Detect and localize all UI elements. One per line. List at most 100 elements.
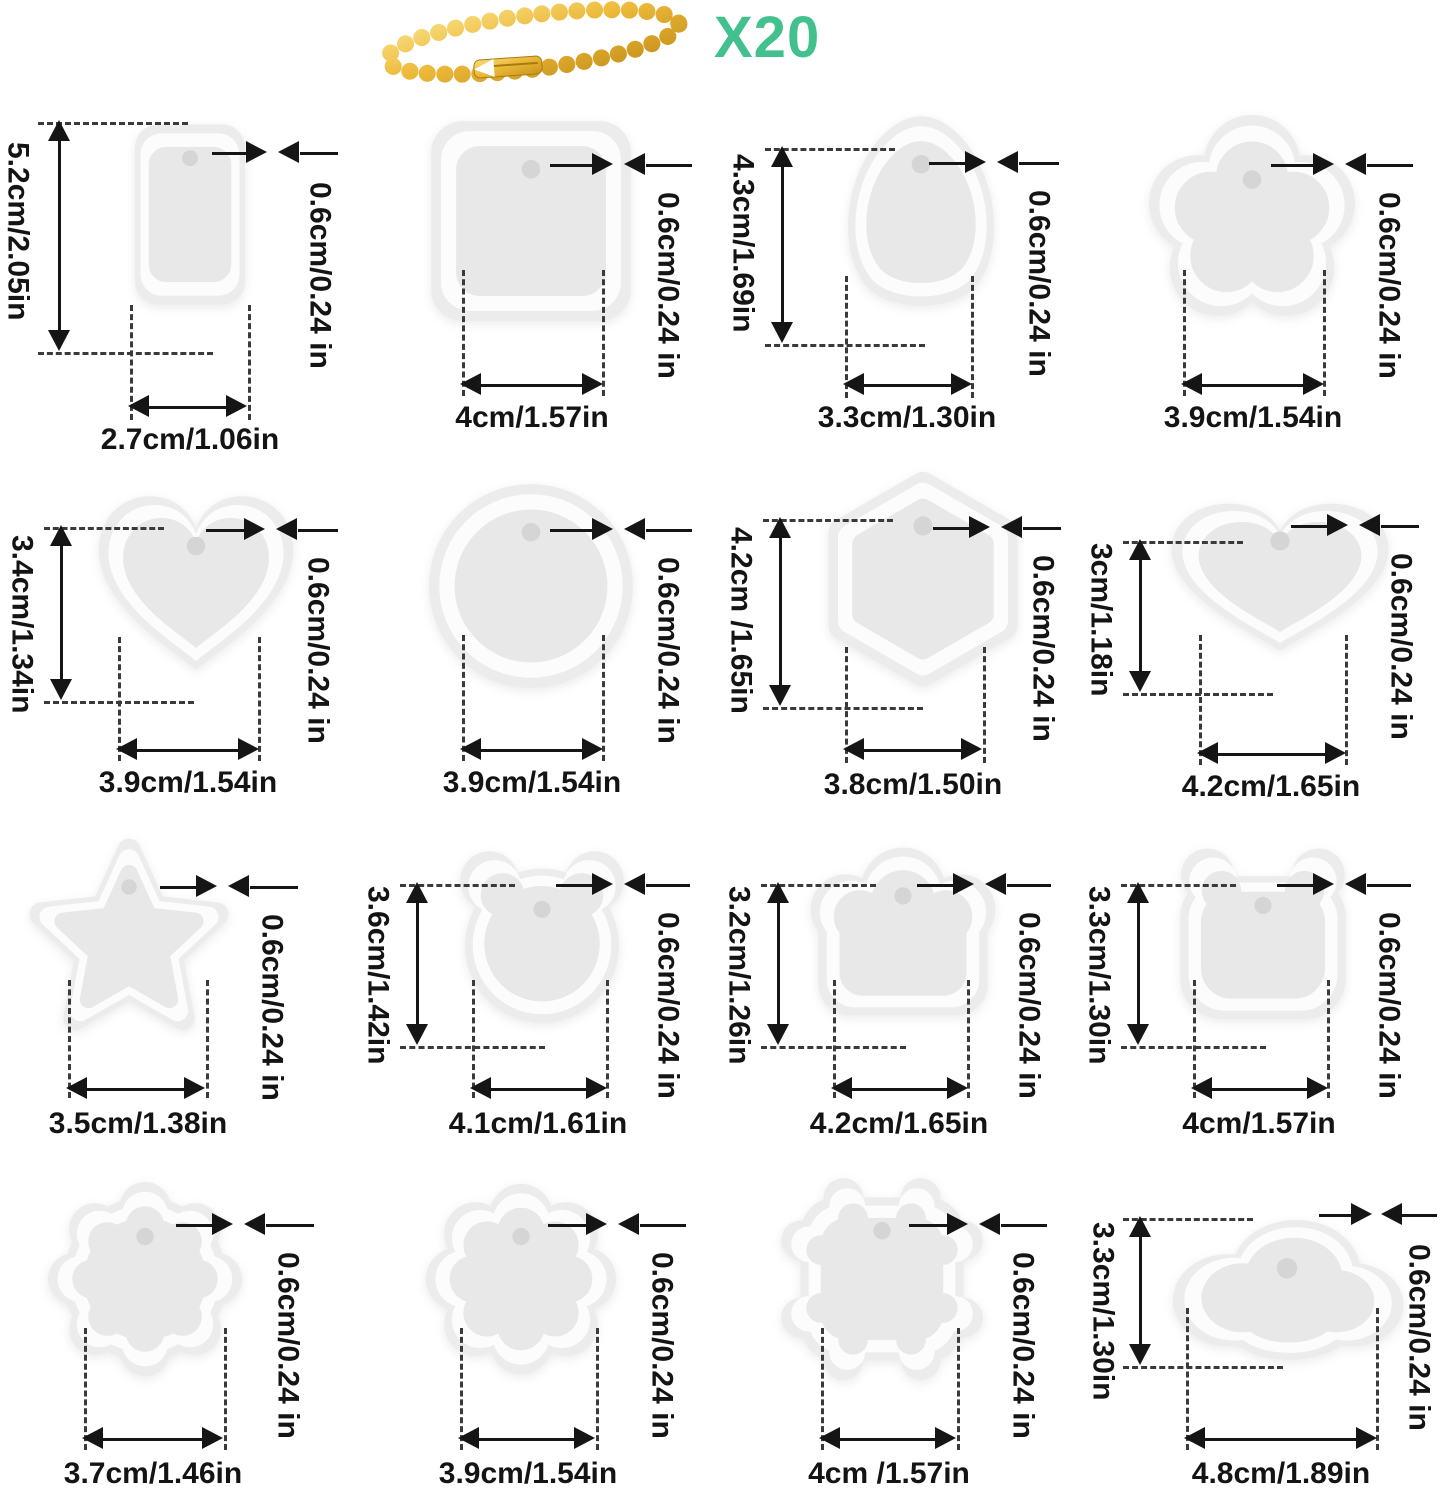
depth-arrowhead-right [1327,514,1348,536]
width-extension-line [472,980,475,1098]
width-arrow-line [478,1438,576,1441]
depth-arrowhead-right [592,518,613,540]
mold-cell-wavy-circle: 0.6cm/0.24 in 3.7cm/1.46in [0,1158,360,1500]
width-arrowhead-left [1197,742,1218,764]
depth-arrow-line [1007,884,1051,887]
wavy-square-mold-shape [781,1178,983,1380]
depth-arrow-line [1401,1214,1437,1217]
width-extension-line [130,305,133,420]
depth-arrowhead-right [592,153,613,175]
width-extension-line [460,1328,463,1450]
depth-arrow-line [909,1224,949,1227]
depth-arrowhead-left [618,1213,639,1235]
width-arrowhead-right [1307,1077,1328,1099]
depth-arrowhead-left [244,1213,265,1235]
width-arrowhead-left [1191,1077,1212,1099]
height-label: 3.3cm/1.30in [1086,1222,1120,1401]
width-arrowhead-right [935,1427,956,1449]
depth-arrowhead-left [228,875,249,897]
width-arrowhead-right [226,395,247,417]
height-extension-line [1123,1366,1283,1369]
width-arrowhead-right [582,373,603,395]
width-label: 3.9cm/1.54in [438,1457,618,1490]
height-label: 5.2cm/2.05in [1,142,35,321]
depth-arrow-line [646,164,692,167]
width-extension-line [1327,980,1330,1098]
height-extension-line [38,122,188,125]
height-arrowhead-down [771,322,793,343]
width-arrowhead-left [116,738,137,760]
width-arrow-line [136,749,240,752]
square-mold-shape [431,121,631,321]
paw-crown-mold-shape [810,847,996,1015]
rectangle-mold-shape [135,124,245,305]
depth-arrowhead-left [278,141,299,163]
height-label: 3.3cm/1.30in [1082,886,1116,1065]
height-label: 4.3cm/1.69in [726,154,760,333]
width-extension-line [1323,270,1326,396]
depth-arrowhead-right [246,141,267,163]
height-label: 4.2cm /1.65in [724,527,758,714]
width-arrow-line [1211,1088,1309,1091]
width-arrow-line [490,1088,588,1091]
mold-cell-teardrop: 4.3cm/1.69in 0.6cm/0.24 in 3.3cm/1.30in [721,90,1081,455]
depth-arrow-line [206,529,246,532]
width-extension-line [118,637,121,761]
height-arrowhead-up [1127,882,1149,903]
depth-arrowhead-right [965,151,986,173]
width-arrowhead-left [843,373,864,395]
depth-arrow-line [548,1224,588,1227]
mold-cell-scalloped-flower: 0.6cm/0.24 in 3.9cm/1.54in [360,1158,720,1500]
height-extension-line [1123,1218,1253,1221]
height-arrowhead-up [406,882,428,903]
depth-label: 0.6cm/0.24 in [1006,1252,1040,1439]
mold-cell-bear-square: 3.3cm/1.30in 0.6cm/0.24 in 4cm/1.57in [1081,820,1441,1158]
depth-arrowhead-left [1345,153,1366,175]
depth-arrow-line [1319,1214,1353,1217]
width-label: 4.1cm/1.61in [448,1107,628,1140]
height-arrow-line [779,533,782,685]
width-extension-line [1376,1308,1379,1450]
depth-arrow-line [550,164,594,167]
height-arrow-line [781,162,784,322]
height-extension-line [1123,541,1243,544]
height-arrowhead-down [767,1024,789,1045]
width-extension-line [224,1328,227,1450]
depth-arrowhead-right [1313,153,1334,175]
width-label: 3.9cm/1.54in [98,766,278,799]
width-label: 3.3cm/1.30in [817,401,997,434]
height-arrowhead-up [1129,1216,1151,1237]
mold-cell-wavy-square: 0.6cm/0.24 in 4cm /1.57in [721,1158,1081,1500]
width-extension-line [68,980,71,1098]
width-extension-line [258,637,261,761]
height-label: 3cm/1.18in [1084,543,1118,697]
depth-label: 0.6cm/0.24 in [1022,190,1056,377]
height-extension-line [761,884,876,887]
height-arrowhead-up [771,146,793,167]
width-arrowhead-left [128,395,149,417]
depth-arrow-line [266,1224,314,1227]
width-label: 4.8cm/1.89in [1191,1457,1371,1490]
cloud-mold-shape [1172,1220,1404,1360]
depth-arrow-line [250,886,298,889]
width-label: 4.2cm/1.65in [1181,770,1361,803]
width-arrowhead-right [947,1077,968,1099]
depth-arrowhead-left [624,518,645,540]
depth-arrowhead-right [953,873,974,895]
bear-head-mold-shape [460,851,624,1023]
depth-label: 0.6cm/0.24 in [303,182,337,369]
scalloped-flower-mold-shape [425,1183,617,1375]
depth-arrowhead-left [997,151,1018,173]
width-extension-line [821,1328,824,1450]
height-arrow-line [777,898,780,1026]
depth-arrow-line [917,884,955,887]
depth-label: 0.6cm/0.24 in [651,192,685,379]
circle-mold-shape [429,484,633,688]
width-extension-line [1193,980,1196,1098]
depth-arrow-line [1367,164,1413,167]
depth-arrowhead-left [1001,516,1022,538]
width-arrowhead-left [470,1077,491,1099]
height-arrowhead-up [48,120,70,141]
depth-arrowhead-left [1345,873,1366,895]
width-arrow-line [102,1438,204,1441]
